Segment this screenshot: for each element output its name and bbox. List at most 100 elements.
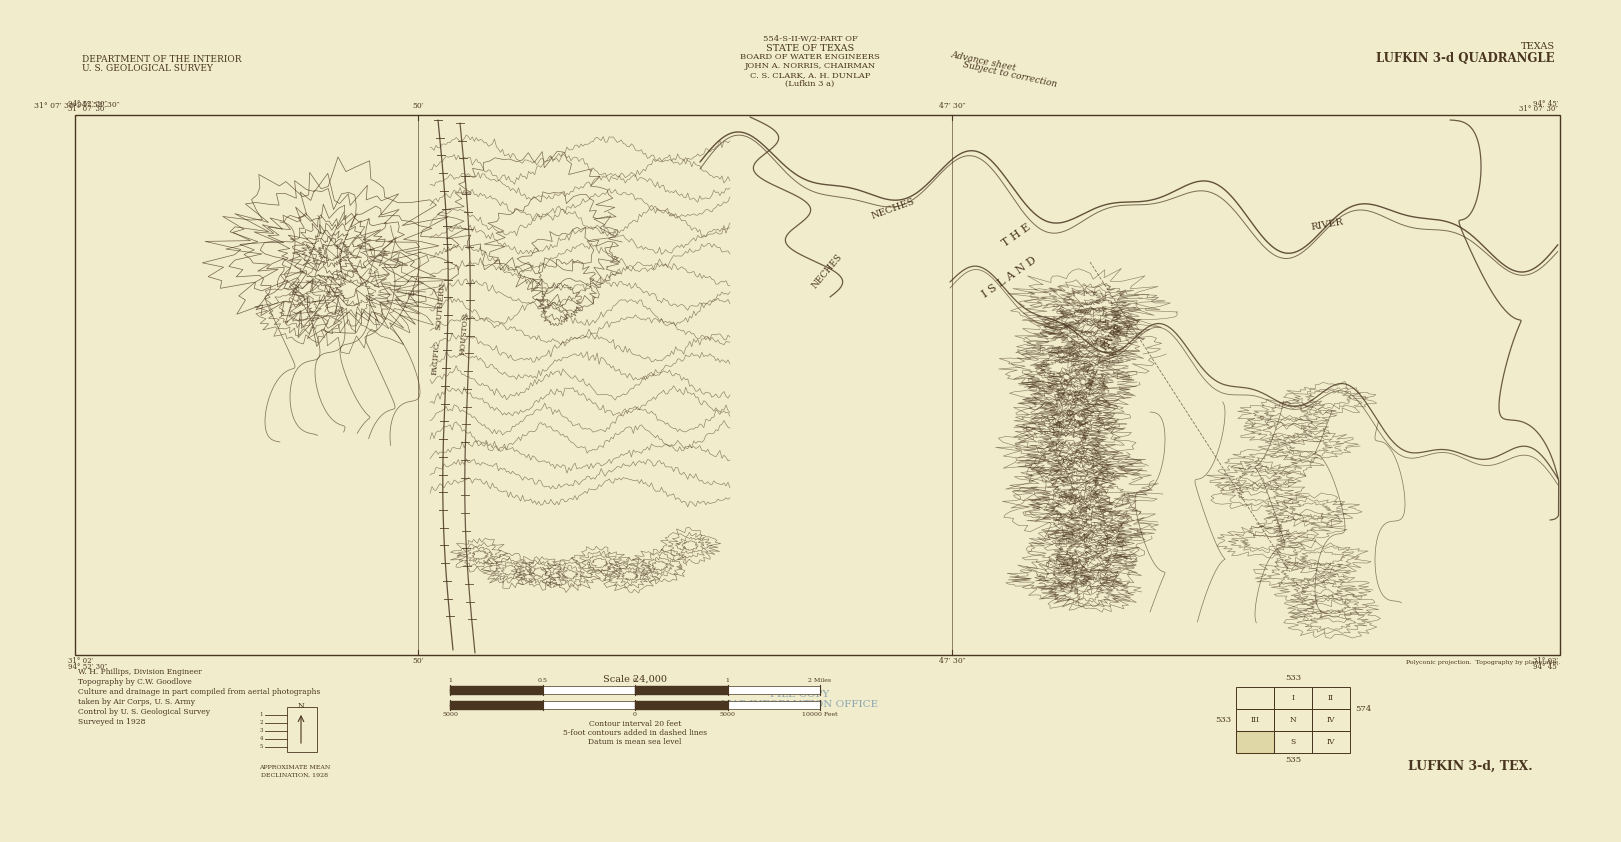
Bar: [1274, 687, 1311, 709]
Text: Control by U. S. Geological Survey: Control by U. S. Geological Survey: [78, 708, 211, 716]
Bar: [728, 686, 820, 694]
Text: III: III: [1250, 716, 1260, 724]
Text: MAP INFORMATION OFFICE: MAP INFORMATION OFFICE: [721, 700, 879, 709]
Bar: [287, 707, 318, 752]
Text: S: S: [1290, 738, 1295, 746]
Text: (Lufkin 3 a): (Lufkin 3 a): [786, 80, 835, 88]
Text: PACIFIC: PACIFIC: [431, 342, 441, 376]
Bar: [451, 701, 543, 709]
Text: 0: 0: [632, 678, 637, 683]
Text: 0: 0: [632, 712, 637, 717]
Text: 535: 535: [1285, 756, 1302, 764]
Bar: [1274, 709, 1311, 731]
Text: U. S. GEOLOGICAL SURVEY: U. S. GEOLOGICAL SURVEY: [83, 64, 212, 73]
Text: 4: 4: [259, 737, 263, 742]
Text: 10000 Feet: 10000 Feet: [802, 712, 838, 717]
Text: 533: 533: [1214, 716, 1230, 724]
Text: HOUSTON: HOUSTON: [459, 312, 470, 355]
Text: 31° 07′ 30″: 31° 07′ 30″: [68, 105, 107, 113]
Bar: [543, 701, 635, 709]
Text: 574: 574: [1355, 705, 1371, 713]
Text: 2: 2: [259, 721, 263, 726]
Text: 5000: 5000: [720, 712, 736, 717]
Text: Contour interval 20 feet: Contour interval 20 feet: [588, 720, 681, 728]
Bar: [1235, 731, 1274, 753]
Text: 1: 1: [726, 678, 729, 683]
Bar: [451, 686, 543, 694]
Text: LINE: LINE: [1084, 367, 1101, 391]
Text: GAS: GAS: [1080, 427, 1093, 444]
Bar: [1311, 687, 1350, 709]
Text: 47′ 30″: 47′ 30″: [939, 657, 966, 665]
Text: 31° 02′: 31° 02′: [1533, 657, 1558, 665]
Text: SOUTHERN: SOUTHERN: [434, 282, 446, 330]
Text: W. H. Phillips, Division Engineer: W. H. Phillips, Division Engineer: [78, 668, 201, 676]
Text: 31° 02′: 31° 02′: [68, 657, 94, 665]
Text: LUFKIN 3-d QUADRANGLE: LUFKIN 3-d QUADRANGLE: [1376, 52, 1555, 65]
Text: 5-foot contours added in dashed lines: 5-foot contours added in dashed lines: [562, 729, 707, 737]
Bar: [1235, 687, 1274, 709]
Text: NECHES: NECHES: [870, 197, 916, 221]
Bar: [635, 686, 728, 694]
Text: NATURAL: NATURAL: [1065, 387, 1084, 424]
Bar: [75, 115, 1559, 655]
Text: Polyconic projection.  Topography by planetable.: Polyconic projection. Topography by plan…: [1405, 660, 1559, 665]
Text: Datum is mean sea level: Datum is mean sea level: [588, 738, 682, 746]
Text: 94° 52′ 30″: 94° 52′ 30″: [78, 101, 120, 109]
Bar: [728, 701, 820, 709]
Text: I S L A N D: I S L A N D: [981, 255, 1037, 300]
Text: Culture and drainage in part compiled from aerial photographs: Culture and drainage in part compiled fr…: [78, 688, 321, 696]
Text: APPROXIMATE MEAN: APPROXIMATE MEAN: [259, 765, 331, 770]
Text: N: N: [298, 702, 305, 710]
Bar: [1235, 731, 1274, 753]
Text: 1: 1: [259, 712, 263, 717]
Text: IV: IV: [1326, 716, 1336, 724]
Text: T H E: T H E: [1000, 222, 1033, 248]
Text: RIVER: RIVER: [1101, 322, 1125, 352]
Bar: [1311, 731, 1350, 753]
Text: TEXAS: TEXAS: [1520, 42, 1555, 51]
Text: IV: IV: [1326, 738, 1336, 746]
Text: 554-S-II-W/2-PART OF: 554-S-II-W/2-PART OF: [762, 35, 858, 43]
Text: DEPARTMENT OF THE INTERIOR: DEPARTMENT OF THE INTERIOR: [83, 55, 242, 64]
Text: Subject to correction: Subject to correction: [961, 60, 1059, 88]
Bar: [635, 701, 728, 709]
Bar: [1235, 709, 1274, 731]
Text: 5: 5: [259, 744, 263, 749]
Text: 50′: 50′: [412, 657, 423, 665]
Text: RIVER: RIVER: [1310, 217, 1344, 232]
Text: Advance sheet: Advance sheet: [950, 50, 1016, 72]
Text: Scale 24,000: Scale 24,000: [603, 675, 666, 684]
Text: 3: 3: [259, 728, 263, 733]
Text: STATE OF TEXAS: STATE OF TEXAS: [765, 44, 854, 53]
Text: 31° 07′ 30″: 31° 07′ 30″: [34, 102, 78, 110]
Text: C. S. CLARK, A. H. DUNLAP: C. S. CLARK, A. H. DUNLAP: [751, 71, 870, 79]
Text: 94° 45′: 94° 45′: [1532, 663, 1558, 671]
Text: 2 Miles: 2 Miles: [809, 678, 832, 683]
Bar: [543, 686, 635, 694]
Text: DECLINATION, 1928: DECLINATION, 1928: [261, 773, 329, 778]
Text: FILE COPY: FILE COPY: [770, 690, 830, 699]
Text: 1: 1: [447, 678, 452, 683]
Bar: [1311, 709, 1350, 731]
Text: NECHES: NECHES: [810, 252, 845, 290]
Text: 94° 52′ 30″: 94° 52′ 30″: [68, 663, 107, 671]
Text: taken by Air Corps, U. S. Army: taken by Air Corps, U. S. Army: [78, 698, 195, 706]
Text: Surveyed in 1928: Surveyed in 1928: [78, 718, 146, 726]
Text: 5000: 5000: [443, 712, 459, 717]
Bar: [1274, 731, 1311, 753]
Text: 47′ 30″: 47′ 30″: [939, 102, 966, 110]
Text: II: II: [1328, 694, 1334, 702]
Text: 94° 52′ 30″: 94° 52′ 30″: [68, 100, 107, 108]
Text: JOHN A. NORRIS, CHAIRMAN: JOHN A. NORRIS, CHAIRMAN: [744, 62, 875, 70]
Text: N: N: [1290, 716, 1297, 724]
Text: 50′: 50′: [412, 102, 423, 110]
Text: 94° 45′: 94° 45′: [1532, 100, 1558, 108]
Text: BOARD OF WATER ENGINEERS: BOARD OF WATER ENGINEERS: [741, 53, 880, 61]
Text: 31° 07′ 30″: 31° 07′ 30″: [1519, 105, 1558, 113]
Text: Topography by C.W. Goodlove: Topography by C.W. Goodlove: [78, 678, 191, 686]
Text: I: I: [1292, 694, 1295, 702]
Text: 533: 533: [1285, 674, 1302, 682]
Text: 0.5: 0.5: [538, 678, 548, 683]
Text: LUFKIN 3-d, TEX.: LUFKIN 3-d, TEX.: [1407, 760, 1532, 773]
